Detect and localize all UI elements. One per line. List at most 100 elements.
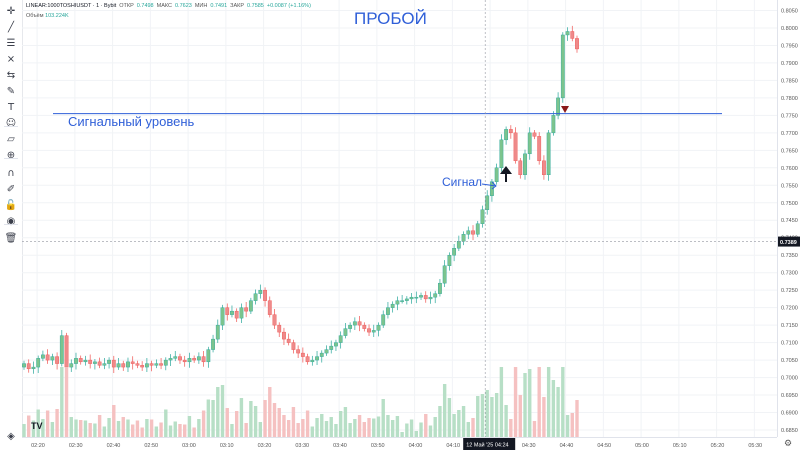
candle — [334, 339, 338, 351]
candle — [343, 323, 348, 339]
zoom-icon[interactable]: ⊕ — [6, 149, 16, 161]
volume-bar — [509, 419, 513, 437]
candle — [272, 309, 277, 329]
candle — [404, 296, 409, 305]
candle — [570, 25, 575, 42]
candle — [26, 359, 31, 373]
candle — [121, 360, 126, 371]
volume-bar — [192, 427, 196, 437]
volume-bar — [438, 406, 442, 437]
price-axis-labels: 0.8050 0.8000 0.7950 0.7900 0.7850 0.7800 0.77… — [778, 8, 800, 434]
candle — [192, 355, 197, 363]
candle — [315, 350, 319, 365]
price-tick-label: 0.7750 — [781, 113, 798, 119]
brush-icon[interactable]: ✎ — [6, 85, 16, 97]
time-tick-label: 02:50 — [144, 443, 158, 449]
time-tick-label: 03:50 — [371, 443, 385, 449]
settings-icon[interactable]: ⚙ — [784, 439, 793, 449]
candles — [22, 25, 579, 374]
candle — [55, 352, 59, 370]
candle — [36, 355, 41, 374]
candle — [267, 296, 272, 318]
candle — [362, 322, 367, 332]
volume-bar — [357, 415, 362, 437]
volume-bar — [485, 390, 489, 437]
pattern-icon[interactable]: ⨯ — [6, 53, 16, 65]
lock-drawing-icon[interactable]: ✐ — [6, 183, 16, 195]
volume-bar — [343, 407, 348, 437]
volume-bar — [187, 416, 192, 437]
volume-bar — [41, 419, 45, 437]
volume-bar — [414, 431, 418, 437]
volume-bar — [102, 426, 107, 437]
candle — [565, 27, 570, 41]
candle — [452, 244, 457, 262]
volume-bar — [263, 400, 267, 437]
candle — [395, 296, 400, 311]
candle — [461, 231, 466, 246]
high-value: 0.7623 — [175, 3, 192, 9]
crosshair-icon[interactable]: ✛ — [6, 5, 16, 17]
volume-bar — [159, 422, 163, 437]
emoji-icon[interactable]: ☺ — [5, 117, 17, 129]
volume-bar — [405, 423, 409, 437]
volume-bar — [249, 401, 253, 437]
ruler-icon[interactable]: ▱ — [7, 133, 15, 145]
price-tick-label: 0.7450 — [781, 218, 798, 224]
magnet-icon[interactable]: ∩ — [7, 167, 15, 179]
price-tick-label: 0.8050 — [781, 8, 798, 14]
symbol-name[interactable]: LINEAR:1000TOSHIUSDT · 1 · Bybit — [26, 3, 117, 9]
trash-icon[interactable]: 🗑 — [4, 232, 18, 244]
candle — [423, 291, 428, 303]
signal-arrow — [481, 181, 497, 190]
candle — [475, 220, 480, 238]
candle — [494, 163, 499, 185]
volume-bar — [376, 416, 381, 437]
prediction-icon[interactable]: ⇆ — [6, 69, 16, 81]
layers-icon[interactable]: ◈ — [7, 430, 15, 442]
candle — [371, 324, 376, 338]
text-icon[interactable]: T — [7, 101, 15, 113]
price-axis[interactable]: 0.8050 0.8000 0.7950 0.7900 0.7850 0.7800 0.77… — [777, 0, 800, 437]
candle — [64, 332, 69, 371]
volume-bar — [286, 420, 291, 437]
current-price-label: 0.7389 — [780, 240, 797, 246]
volume-bar — [324, 421, 329, 437]
eye-icon[interactable]: ◉ — [6, 215, 16, 227]
lock-icon[interactable]: 🔓 — [4, 199, 18, 211]
volume-bar — [216, 387, 220, 437]
candlestick-chart[interactable] — [22, 0, 777, 437]
candle — [168, 354, 173, 367]
volume-bar — [386, 415, 390, 437]
volume-bar — [31, 420, 36, 437]
candle — [102, 357, 107, 370]
candle — [518, 158, 523, 179]
time-tick-label: 04:10 — [446, 443, 460, 449]
volume-bar — [461, 406, 466, 437]
candle — [140, 361, 145, 371]
volume-bar — [480, 394, 485, 437]
price-tick-label: 0.7950 — [781, 43, 798, 49]
time-tick-label: 05:00 — [635, 443, 649, 449]
volume-bar — [372, 418, 376, 437]
time-axis[interactable]: 02:20 02:30 02:40 02:50 03:00 03:10 03:20 03:30… — [22, 437, 777, 451]
price-tick-label: 0.6850 — [781, 428, 798, 434]
candle — [560, 32, 565, 103]
volume-bar — [201, 410, 206, 437]
volume-bar — [121, 417, 125, 437]
volume-bar — [338, 411, 343, 437]
candle — [135, 360, 140, 369]
candle — [556, 92, 560, 120]
tradingview-logo[interactable]: TV — [31, 421, 43, 431]
volume-bar — [131, 424, 135, 437]
time-tick-label: 03:10 — [220, 443, 234, 449]
time-tick-label: 04:50 — [597, 443, 611, 449]
fib-icon[interactable]: ☰ — [6, 37, 16, 49]
candle — [291, 339, 296, 354]
chart-pane[interactable] — [22, 0, 777, 437]
trend-line-icon[interactable]: ╱ — [7, 21, 15, 33]
volume-bar — [234, 411, 239, 437]
volume-bar — [268, 387, 272, 437]
candle — [97, 357, 102, 369]
time-tick-label: 02:30 — [69, 443, 83, 449]
